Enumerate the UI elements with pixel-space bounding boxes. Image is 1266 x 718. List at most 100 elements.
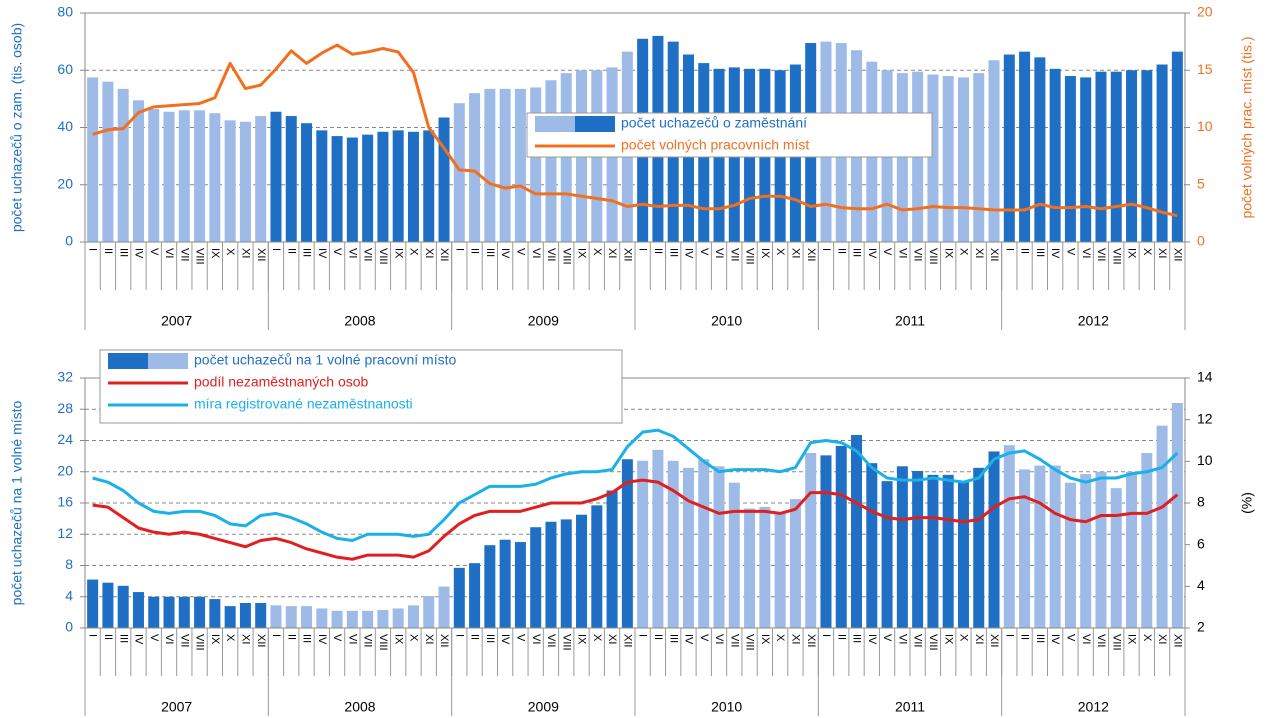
bar	[178, 596, 190, 628]
bar	[1019, 469, 1031, 628]
x-tick-label: XII	[988, 634, 1000, 647]
x-tick-label: XI	[606, 248, 618, 258]
x-tick-label: VI	[163, 634, 175, 644]
year-label: 2012	[1078, 699, 1109, 715]
bar	[407, 605, 419, 628]
bar	[881, 481, 893, 628]
bar	[270, 605, 282, 628]
x-tick-label: XII	[255, 248, 267, 261]
x-tick-label: VII	[1095, 248, 1107, 261]
y2-tick-label: 6	[1197, 535, 1205, 551]
x-tick-label: XI	[423, 248, 435, 258]
bar	[209, 599, 221, 628]
x-tick-label: I	[1003, 248, 1015, 251]
year-label: 2011	[895, 699, 925, 715]
bar	[988, 60, 1000, 243]
bar	[545, 80, 557, 242]
x-tick-label: IV	[499, 634, 511, 645]
bar	[194, 596, 206, 628]
x-tick-label: V	[1065, 634, 1077, 642]
x-tick-label: VIII	[560, 634, 572, 651]
x-tick-label: XII	[805, 634, 817, 647]
bar	[1156, 64, 1168, 243]
bar	[438, 117, 450, 242]
x-tick-label: I	[270, 248, 282, 251]
bar	[988, 451, 1000, 628]
bar	[392, 130, 404, 242]
x-tick-label: VII	[728, 248, 740, 261]
x-tick-label: VII	[545, 634, 557, 647]
x-tick-label: VIII	[744, 248, 756, 265]
x-tick-label: IX	[759, 248, 771, 259]
x-tick-label: IV	[683, 248, 695, 259]
x-tick-label: IV	[866, 248, 878, 259]
bar	[438, 586, 450, 628]
bar	[377, 610, 389, 628]
line	[92, 43, 1178, 218]
x-tick-label: II	[469, 634, 481, 640]
x-tick-label: I	[820, 634, 832, 637]
year-label: 2008	[344, 313, 375, 329]
x-tick-label: XII	[621, 248, 633, 261]
y-tick-label: 24	[57, 431, 73, 447]
legend-swatch	[148, 353, 188, 369]
x-tick-label: VI	[896, 634, 908, 644]
y-tick-label: 20	[57, 462, 73, 478]
bar	[957, 481, 969, 628]
bar	[957, 77, 969, 242]
bar	[148, 108, 160, 242]
y2-tick-label: 5	[1197, 175, 1205, 191]
x-tick-label: XI	[973, 248, 985, 258]
bar	[285, 606, 297, 628]
x-tick-label: VIII	[377, 634, 389, 651]
bar	[377, 131, 389, 242]
bar	[896, 73, 908, 242]
bar	[1064, 75, 1076, 242]
bar	[453, 567, 465, 628]
y-tick-label: 40	[57, 118, 73, 134]
bar	[1049, 465, 1061, 628]
y-tick-label: 32	[57, 369, 73, 385]
year-label: 2007	[161, 699, 192, 715]
x-tick-label: IV	[316, 248, 328, 259]
bar	[469, 93, 481, 243]
bar	[1141, 453, 1153, 628]
bar	[698, 459, 710, 628]
bar	[728, 482, 740, 628]
x-tick-label: XII	[255, 634, 267, 647]
bar	[301, 123, 313, 242]
x-tick-label: IV	[499, 248, 511, 259]
x-tick-label: X	[408, 248, 420, 256]
x-tick-label: XII	[1171, 248, 1183, 261]
y-tick-label: 12	[57, 525, 73, 541]
x-tick-label: VI	[346, 248, 358, 258]
x-tick-label: I	[637, 248, 649, 251]
x-tick-label: III	[667, 248, 679, 257]
x-tick-label: V	[148, 248, 160, 256]
bar	[469, 563, 481, 628]
x-tick-label: X	[224, 248, 236, 256]
bar	[484, 545, 496, 628]
x-tick-label: IV	[133, 634, 145, 645]
x-tick-label: XI	[423, 634, 435, 644]
x-tick-label: IV	[866, 634, 878, 645]
x-tick-label: VI	[1080, 634, 1092, 644]
x-tick-label: I	[453, 248, 465, 251]
bar	[148, 596, 160, 628]
x-tick-label: XII	[805, 248, 817, 261]
bar	[835, 445, 847, 628]
x-tick-label: V	[1065, 248, 1077, 256]
x-tick-label: II	[652, 634, 664, 640]
x-tick-label: XII	[621, 634, 633, 647]
bar	[407, 131, 419, 242]
x-tick-label: IX	[209, 248, 221, 259]
x-tick-label: V	[148, 634, 160, 642]
bar	[606, 490, 618, 628]
x-tick-label: VI	[713, 634, 725, 644]
y2-tick-label: 4	[1197, 577, 1205, 593]
year-label: 2007	[161, 313, 192, 329]
year-label: 2009	[528, 313, 559, 329]
x-tick-label: II	[285, 634, 297, 640]
x-tick-label: V	[881, 248, 893, 256]
x-tick-label: VII	[728, 634, 740, 647]
